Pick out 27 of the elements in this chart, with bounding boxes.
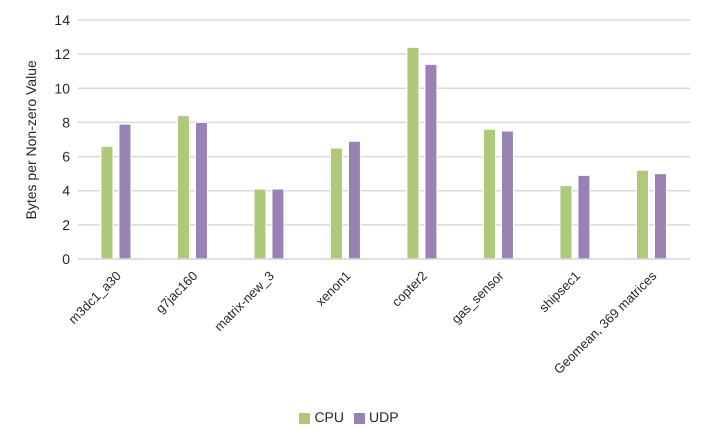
y-axis-title: Bytes per Non-zero Value <box>22 60 39 220</box>
bar <box>500 130 514 259</box>
bar <box>424 64 438 259</box>
legend-label: CPU <box>314 409 344 425</box>
y-tick-label: 2 <box>62 216 70 233</box>
bar <box>253 188 266 259</box>
y-tick-label: 0 <box>62 250 70 267</box>
y-tick-label: 14 <box>54 12 70 28</box>
y-tick-label: 6 <box>62 148 70 165</box>
legend-label: UDP <box>369 409 399 425</box>
y-tick-label: 4 <box>62 182 70 199</box>
bar <box>100 146 114 259</box>
bar <box>271 188 284 259</box>
y-tick-label: 10 <box>54 80 70 96</box>
y-tick-label: 12 <box>54 46 70 62</box>
bar <box>348 140 361 259</box>
bar <box>176 115 190 259</box>
bar <box>118 124 132 259</box>
bar <box>482 128 496 259</box>
bar <box>654 173 667 259</box>
bar <box>330 148 343 259</box>
bar <box>577 174 590 259</box>
y-tick-label: 8 <box>62 114 70 130</box>
bar <box>636 170 649 259</box>
bar <box>406 46 420 259</box>
bar <box>559 185 572 259</box>
bar <box>194 122 208 259</box>
